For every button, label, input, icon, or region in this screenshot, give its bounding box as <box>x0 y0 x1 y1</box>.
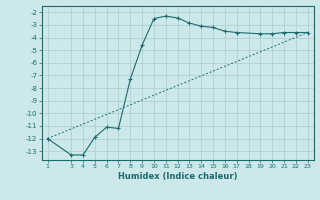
X-axis label: Humidex (Indice chaleur): Humidex (Indice chaleur) <box>118 172 237 181</box>
